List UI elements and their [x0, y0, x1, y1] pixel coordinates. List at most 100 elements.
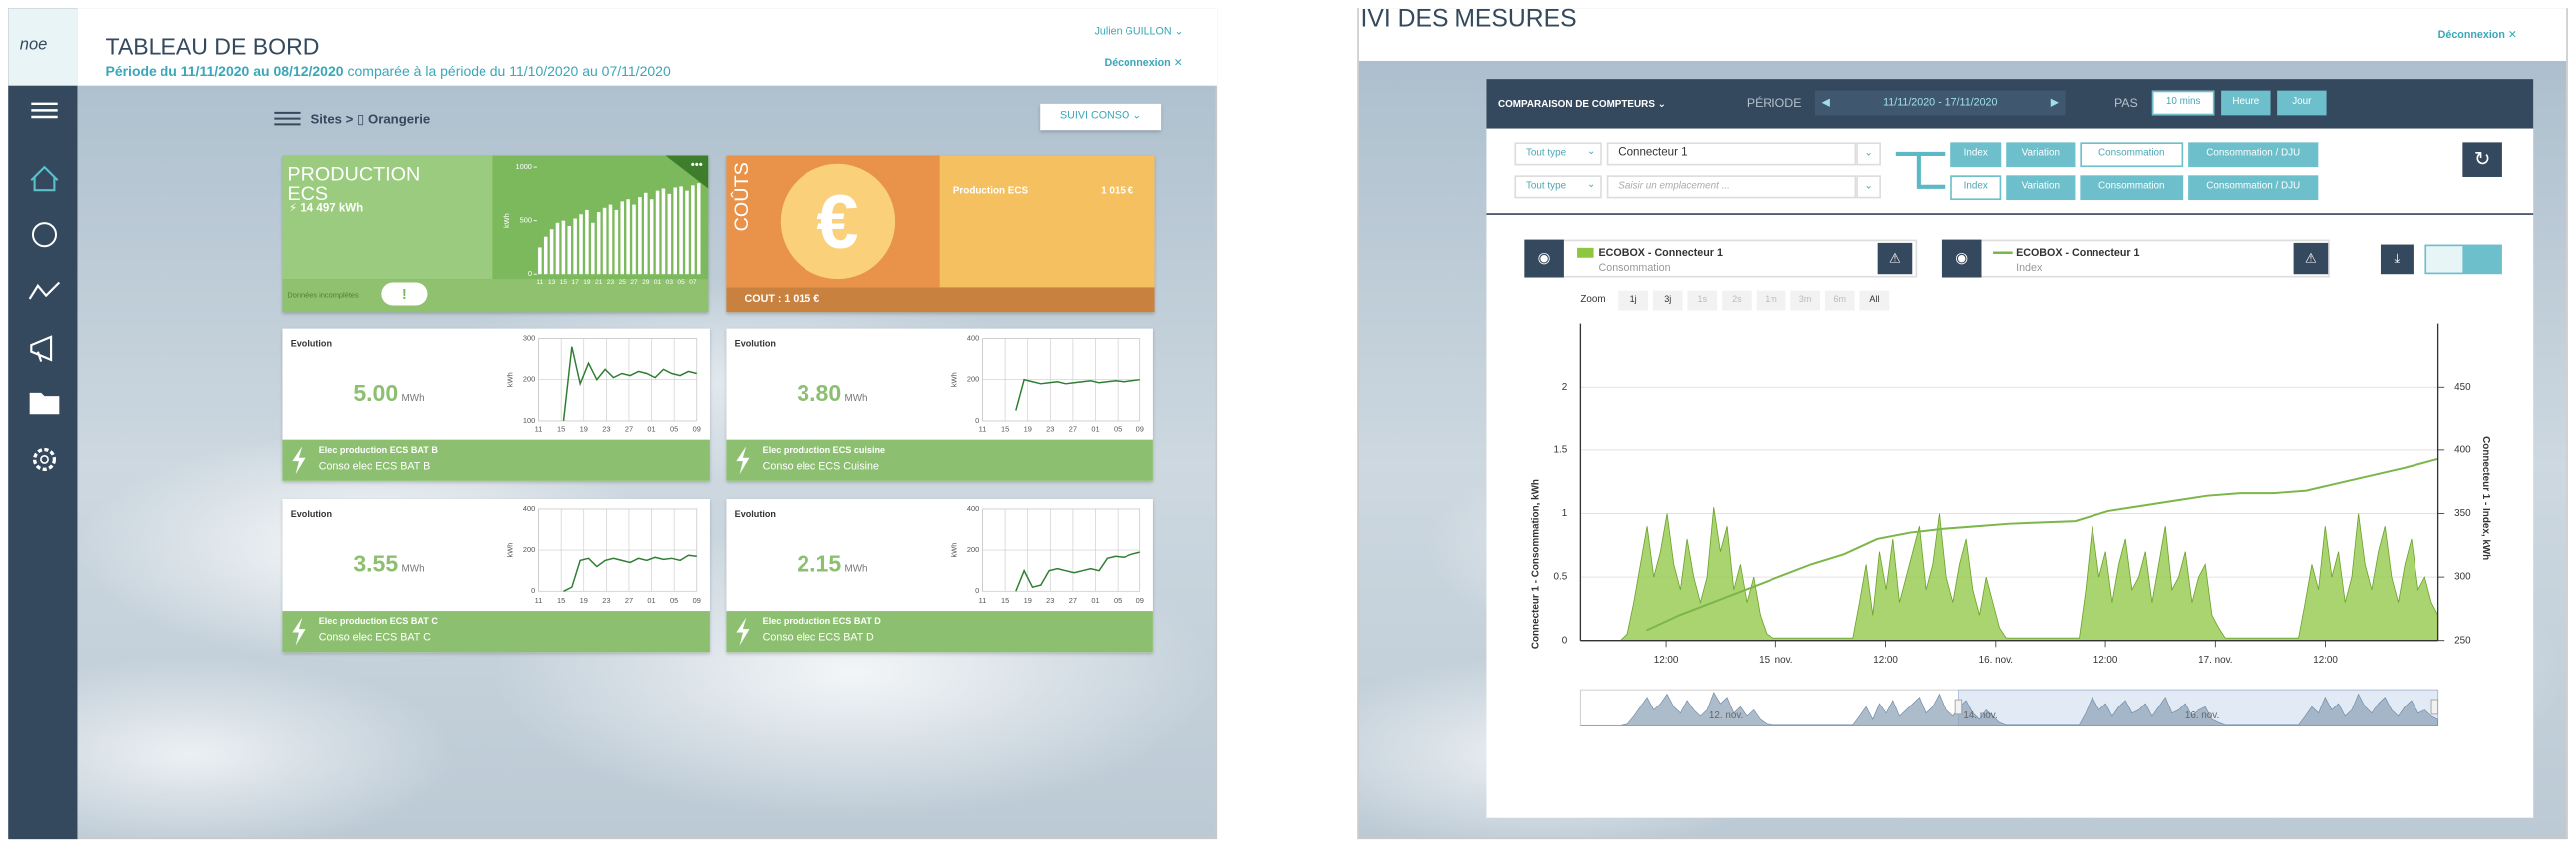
- user-menu[interactable]: Julien GUILLON ⌄: [1094, 26, 1184, 38]
- x-tick-label: 01: [647, 425, 655, 434]
- mode-button[interactable]: Consommation / DJU: [2188, 142, 2319, 168]
- bar: [644, 192, 648, 275]
- next-arrow[interactable]: ▶: [2050, 97, 2059, 109]
- zoom-button: 1m: [1756, 290, 1786, 311]
- footer-title: Elec production ECS BAT C: [318, 617, 438, 628]
- mode-button[interactable]: Index: [1950, 142, 2002, 168]
- y-tick-label: 0: [531, 586, 535, 595]
- bolt-icon: [292, 446, 306, 475]
- alert-button[interactable]: ⚠: [1877, 242, 1913, 275]
- x-tick-label: 15: [557, 425, 565, 434]
- zoom-button[interactable]: All: [1859, 290, 1890, 311]
- y-tick-label: 400: [967, 333, 979, 342]
- legend-kind: Consommation: [1598, 262, 1671, 275]
- evolution-card: Evolution 2.15 MWh Elec production ECS BAT …: [726, 498, 1153, 653]
- unit: MWh: [844, 394, 868, 405]
- x-tick-label: 19: [580, 425, 588, 434]
- area-toggle[interactable]: [2424, 244, 2464, 275]
- bolt: [736, 617, 750, 646]
- bolt: [736, 446, 750, 475]
- bar: [632, 204, 636, 275]
- breadcrumb: Sites > ▯ Orangerie: [310, 112, 431, 127]
- zoom-button: 3m: [1790, 290, 1820, 311]
- step-button[interactable]: 10 mins: [2151, 90, 2215, 116]
- zoom-button[interactable]: 1j: [1618, 290, 1648, 311]
- warning-icon[interactable]: !: [381, 282, 428, 306]
- period-picker[interactable]: ◀ 11/11/2020 - 17/11/2020 ▶: [1815, 90, 2066, 116]
- x-tick-label: 11: [536, 279, 543, 286]
- card-corner[interactable]: •••: [665, 155, 709, 189]
- mode-button[interactable]: Index: [1950, 175, 2002, 201]
- visibility-button[interactable]: ◉: [1524, 239, 1564, 278]
- prev-arrow[interactable]: ◀: [1821, 97, 1830, 109]
- bar: [696, 183, 701, 275]
- dropdown[interactable]: ⌄: [1856, 175, 1881, 199]
- evolution-chart: 100 200 300 11 15 19 23 27 01 05 09 kWh: [505, 333, 700, 434]
- location-input[interactable]: Saisir un emplacement ...: [1606, 175, 1857, 199]
- logout-label[interactable]: Déconnexion: [1104, 57, 1171, 70]
- legend-name: ECOBOX - Connecteur 1: [2016, 247, 2140, 260]
- type-select[interactable]: Tout type: [1514, 142, 1602, 166]
- legend-swatch: [1993, 251, 2013, 255]
- user-name[interactable]: Julien GUILLON: [1094, 26, 1172, 38]
- mode-button[interactable]: Consommation: [2080, 142, 2184, 168]
- x-tick-label: 15. nov.: [1759, 655, 1792, 666]
- folder-icon[interactable]: [29, 392, 60, 415]
- breadcrumb-menu[interactable]: [274, 110, 304, 126]
- mode-button[interactable]: Consommation: [2080, 175, 2184, 201]
- x-tick-label: 27: [1069, 425, 1077, 434]
- logout[interactable]: Déconnexion ✕: [1104, 57, 1183, 70]
- type-select[interactable]: Tout type: [1514, 175, 1602, 199]
- x-tick-label: 21: [595, 279, 603, 286]
- logout-label[interactable]: Déconnexion: [2437, 29, 2505, 42]
- zoom-label: Zoom: [1580, 295, 1606, 306]
- x-tick-label: 15: [1001, 425, 1009, 434]
- home-icon[interactable]: [30, 165, 59, 192]
- bar: [649, 199, 654, 275]
- bar: [673, 187, 677, 275]
- mode-button[interactable]: Consommation / DJU: [2188, 175, 2319, 201]
- x-tick-label: 07: [689, 279, 697, 286]
- zoom-button[interactable]: 3j: [1652, 290, 1683, 311]
- y2-tick-label: 350: [2454, 508, 2471, 519]
- mode-button[interactable]: Variation: [2006, 142, 2076, 168]
- y-tick-label: 400: [967, 504, 979, 513]
- bar: [614, 209, 619, 275]
- chart-icon[interactable]: [28, 281, 61, 300]
- mode-select[interactable]: COMPARAISON DE COMPTEURS ⌄: [1497, 100, 1666, 111]
- costs-title: COÛTS: [729, 162, 753, 232]
- visibility-button[interactable]: ◉: [1941, 239, 1982, 278]
- value: 2.15: [797, 550, 842, 577]
- alert-button[interactable]: ⚠: [2293, 242, 2329, 275]
- breadcrumb-sites[interactable]: Sites: [310, 112, 342, 127]
- button-label[interactable]: SUIVI CONSO: [1060, 110, 1130, 122]
- x-tick-label: 23: [607, 279, 615, 286]
- step-button[interactable]: Jour: [2277, 90, 2327, 116]
- bar-toggle[interactable]: [2464, 244, 2502, 275]
- x-tick-label: 01: [647, 596, 655, 605]
- mode-button[interactable]: Variation: [2006, 175, 2076, 201]
- menu-icon[interactable]: [31, 102, 58, 119]
- download-button[interactable]: ⤓: [2380, 244, 2414, 275]
- x-tick-label: 05: [677, 279, 685, 286]
- navigator-handle[interactable]: [1954, 699, 1963, 715]
- zoom-button: 6m: [1824, 290, 1855, 311]
- megaphone-icon[interactable]: [30, 335, 53, 362]
- refresh-button[interactable]: ↻: [2462, 142, 2502, 177]
- energy-icon[interactable]: [31, 222, 58, 248]
- step-button[interactable]: Heure: [2221, 90, 2271, 116]
- mode[interactable]: COMPARAISON DE COMPTEURS: [1497, 100, 1655, 111]
- evolution-card: Evolution 3.80 MWh Elec production ECS cuis…: [726, 328, 1153, 481]
- settings-icon[interactable]: [32, 447, 57, 471]
- navigator-handle[interactable]: [2430, 699, 2439, 715]
- navigator-label: 14. nov.: [1963, 710, 1997, 721]
- dropdown[interactable]: ⌄: [1856, 142, 1881, 166]
- value: 3.55: [353, 550, 399, 577]
- y2-axis-label: Connecteur 1 - Index, kWh: [2480, 436, 2491, 560]
- evolution-label: Evolution: [734, 510, 776, 521]
- breadcrumb-site[interactable]: Orangerie: [367, 112, 431, 127]
- period[interactable]: 11/11/2020 - 17/11/2020: [1883, 97, 1998, 109]
- suivi-conso-button[interactable]: SUIVI CONSO ⌄: [1040, 103, 1162, 131]
- logout[interactable]: Déconnexion ✕: [2437, 29, 2517, 42]
- connector-input[interactable]: Connecteur 1: [1606, 142, 1857, 166]
